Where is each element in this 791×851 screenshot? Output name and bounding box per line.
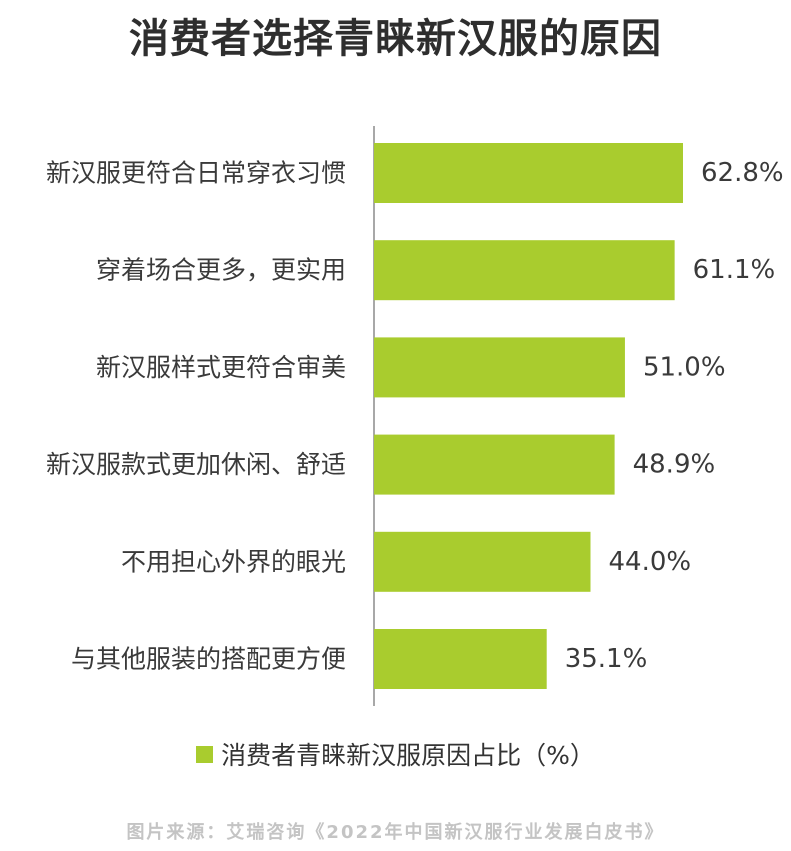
data-label: 51.0% xyxy=(643,352,726,382)
legend-label: 消费者青睐新汉服原因占比（%） xyxy=(221,741,595,770)
category-label: 新汉服更符合日常穿衣习惯 xyxy=(46,159,346,188)
bar xyxy=(374,337,625,398)
category-label: 不用担心外界的眼光 xyxy=(121,547,346,576)
bar xyxy=(374,531,591,592)
data-label: 44.0% xyxy=(608,547,691,577)
category-label: 新汉服样式更符合审美 xyxy=(96,353,346,382)
category-label: 与其他服装的搭配更方便 xyxy=(71,645,346,674)
data-label: 48.9% xyxy=(633,450,716,480)
category-label: 穿着场合更多，更实用 xyxy=(96,256,346,285)
bar xyxy=(374,629,547,689)
data-label: 61.1% xyxy=(693,255,776,285)
source-note: 图片来源：艾瑞咨询《2022年中国新汉服行业发展白皮书》 xyxy=(126,822,665,843)
category-label: 新汉服款式更加休闲、舒适 xyxy=(46,450,346,479)
bar xyxy=(374,240,675,301)
data-label: 35.1% xyxy=(565,644,648,674)
chart-title: 消费者选择青睐新汉服的原因 xyxy=(129,16,662,62)
bar xyxy=(374,143,683,203)
legend: 消费者青睐新汉服原因占比（%） xyxy=(0,736,791,772)
legend-swatch xyxy=(196,746,214,763)
bar xyxy=(374,434,615,495)
data-label: 62.8% xyxy=(701,158,784,188)
